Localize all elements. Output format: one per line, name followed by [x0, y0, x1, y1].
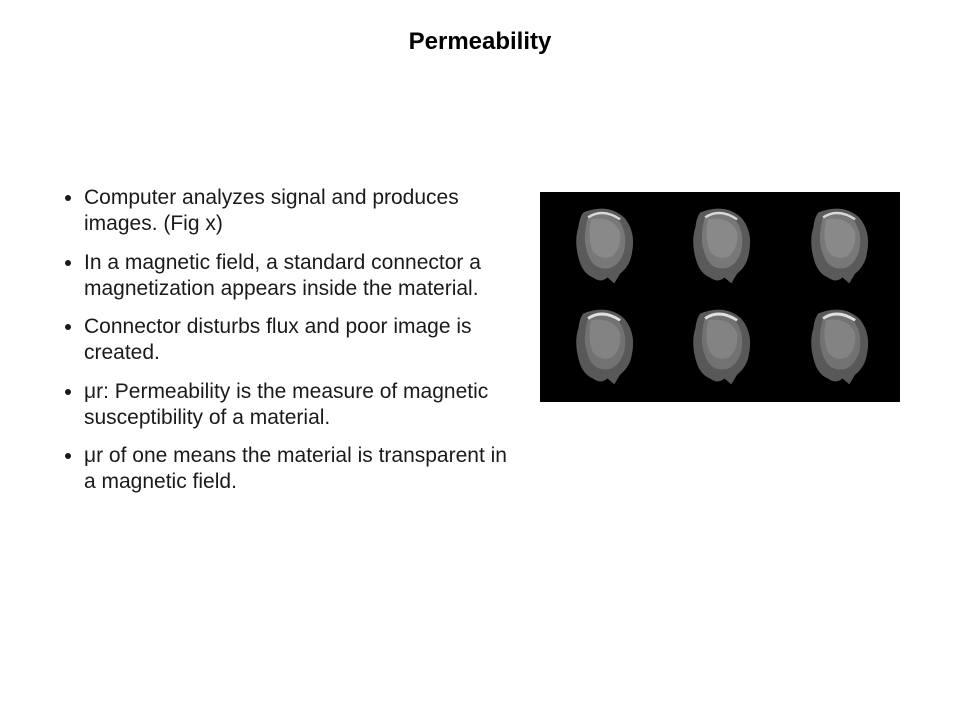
mri-scan [546, 198, 659, 295]
slide: Permeability Computer analyzes signal an… [0, 0, 960, 720]
bullet-item: Computer analyzes signal and produces im… [84, 185, 510, 238]
bullet-list: Computer analyzes signal and produces im… [60, 185, 510, 496]
bullet-item: Connector disturbs flux and poor image i… [84, 314, 510, 367]
brain-scan-icon [781, 299, 894, 396]
bullet-item: μr: Permeability is the measure of magne… [84, 379, 510, 432]
mri-figure [540, 192, 900, 402]
mri-scan [663, 299, 776, 396]
brain-scan-icon [546, 299, 659, 396]
mri-scan [663, 198, 776, 295]
content-area: Computer analyzes signal and produces im… [60, 185, 510, 508]
bullet-item: In a magnetic field, a standard connecto… [84, 250, 510, 303]
brain-scan-icon [781, 198, 894, 295]
brain-scan-icon [663, 299, 776, 396]
brain-scan-icon [546, 198, 659, 295]
bullet-item: μr of one means the material is transpar… [84, 443, 510, 496]
mri-scan [546, 299, 659, 396]
slide-title: Permeability [0, 28, 960, 56]
brain-scan-icon [663, 198, 776, 295]
mri-scan [781, 299, 894, 396]
mri-scan [781, 198, 894, 295]
